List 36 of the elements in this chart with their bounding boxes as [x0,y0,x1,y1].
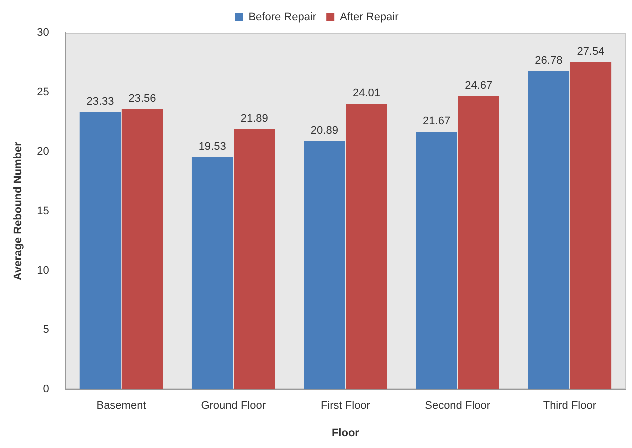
data-label: 20.89 [310,124,338,137]
y-tick-label: 5 [43,324,50,336]
data-label: 26.78 [535,54,563,67]
x-tick-label: Ground Floor [201,400,266,412]
x-axis-title: Floor [332,427,360,440]
y-tick-label: 15 [37,205,50,218]
bar [570,62,612,390]
y-tick-label: 10 [37,264,50,277]
data-label: 24.67 [465,80,493,92]
bar [528,71,570,390]
data-label: 24.01 [352,88,381,100]
data-label: 21.89 [240,112,268,125]
data-label: 21.67 [423,116,451,128]
y-tick-label: 0 [43,384,50,396]
bar [304,141,346,390]
x-tick-label: Basement [96,400,146,412]
bar [416,132,458,390]
y-tick-label: 30 [37,27,50,40]
x-tick-label: First Floor [320,400,371,412]
bar [458,96,500,390]
data-label: 23.33 [86,96,114,108]
data-label: 27.54 [577,46,605,58]
y-tick-label: 20 [37,146,50,158]
bar [122,110,164,390]
bar [192,157,234,390]
y-axis-title: Average Rebound Number [12,141,25,280]
legend-label: After Repair [340,12,400,24]
bar [234,129,276,390]
data-label: 19.53 [198,140,226,153]
x-tick-label: Third Floor [543,400,597,412]
y-tick-label: 25 [37,86,50,98]
x-tick-label: Second Floor [425,400,491,412]
bar [346,104,388,390]
bar [80,112,122,390]
data-label: 23.56 [128,93,156,106]
legend-label: Before Repair [248,12,317,24]
